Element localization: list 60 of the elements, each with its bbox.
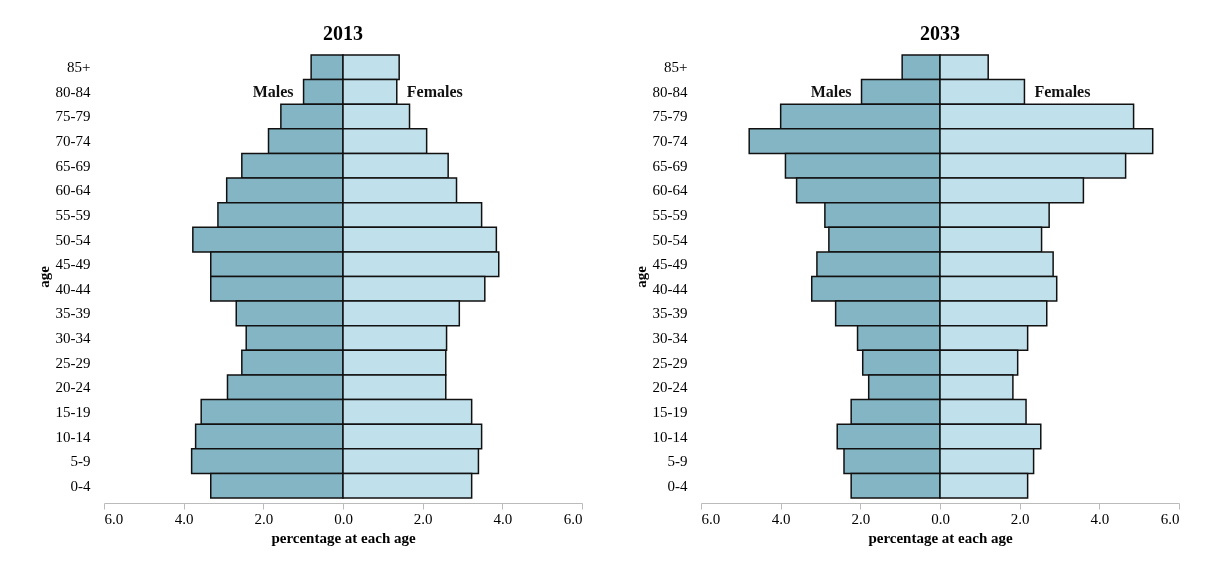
- x-tick-label: 4.0: [493, 510, 513, 527]
- chart-title: 2033: [920, 22, 960, 44]
- y-tick-label: 35-39: [652, 305, 688, 322]
- x-tick-label: 0.0: [334, 510, 353, 527]
- x-tick-label: 4.0: [174, 510, 194, 527]
- y-tick-label: 25-29: [55, 354, 91, 371]
- y-tick-label: 85+: [664, 59, 688, 76]
- y-tick-label: 50-54: [652, 231, 688, 248]
- y-tick-label: 15-19: [55, 403, 91, 420]
- series-label: Females: [406, 82, 463, 100]
- y-tick-label: 55-59: [652, 206, 688, 223]
- y-tick-label: 60-64: [55, 182, 91, 199]
- y-tick-label: 0-4: [70, 477, 91, 494]
- series-label: Females: [1034, 82, 1091, 100]
- y-tick-label: 80-84: [652, 83, 688, 100]
- x-tick-label: 2.0: [851, 510, 871, 527]
- y-axis-title: age: [35, 265, 52, 288]
- y-tick-label: 15-19: [652, 403, 688, 420]
- y-tick-label: 0-4: [667, 477, 688, 494]
- series-label: Males: [810, 82, 852, 100]
- y-tick-label: 70-74: [55, 133, 91, 150]
- y-tick-label: 10-14: [652, 428, 688, 445]
- x-tick-label: 2.0: [1010, 510, 1030, 527]
- y-tick-label: 35-39: [55, 305, 91, 322]
- y-tick-label: 20-24: [55, 379, 91, 396]
- y-tick-label: 40-44: [55, 280, 91, 297]
- x-tick-label: 2.0: [413, 510, 433, 527]
- y-tick-label: 55-59: [55, 206, 91, 223]
- y-tick-label: 5-9: [70, 453, 91, 470]
- y-axis-title: age: [632, 265, 649, 288]
- y-tick-label: 25-29: [652, 354, 688, 371]
- series-label: Males: [252, 82, 294, 100]
- y-tick-label: 20-24: [652, 379, 688, 396]
- y-tick-label: 75-79: [652, 108, 688, 125]
- y-tick-label: 70-74: [652, 133, 688, 150]
- x-tick-label: 6.0: [104, 510, 124, 527]
- x-tick-label: 6.0: [563, 510, 583, 527]
- y-tick-label: 75-79: [55, 108, 91, 125]
- y-tick-label: 45-49: [652, 256, 688, 273]
- x-axis-title: percentage at each age: [271, 529, 416, 546]
- x-axis-title: percentage at each age: [868, 529, 1013, 546]
- y-tick-label: 65-69: [652, 157, 688, 174]
- chart-title: 2013: [323, 22, 363, 44]
- y-tick-label: 50-54: [55, 231, 91, 248]
- y-tick-label: 85+: [67, 59, 91, 76]
- x-tick-label: 2.0: [254, 510, 274, 527]
- y-tick-label: 65-69: [55, 157, 91, 174]
- x-tick-label: 4.0: [771, 510, 791, 527]
- y-tick-label: 30-34: [652, 330, 688, 347]
- x-tick-label: 4.0: [1090, 510, 1110, 527]
- y-tick-label: 30-34: [55, 330, 91, 347]
- y-tick-label: 5-9: [667, 453, 688, 470]
- y-tick-label: 40-44: [652, 280, 688, 297]
- y-tick-label: 80-84: [55, 83, 91, 100]
- y-tick-label: 10-14: [55, 428, 91, 445]
- x-tick-label: 6.0: [1160, 510, 1180, 527]
- y-tick-label: 60-64: [652, 182, 688, 199]
- x-tick-label: 6.0: [701, 510, 721, 527]
- x-tick-label: 0.0: [931, 510, 950, 527]
- y-tick-label: 45-49: [55, 256, 91, 273]
